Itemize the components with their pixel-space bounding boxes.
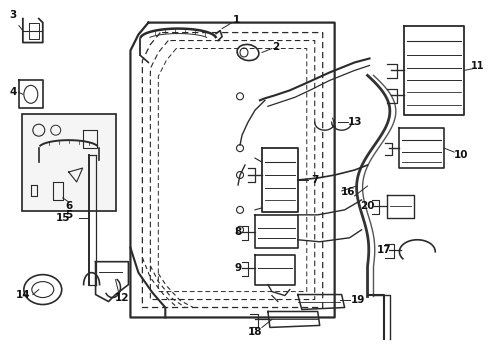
Circle shape	[236, 171, 243, 179]
Circle shape	[236, 206, 243, 213]
Text: 15: 15	[55, 213, 70, 223]
FancyBboxPatch shape	[22, 114, 116, 211]
Text: 6: 6	[65, 201, 72, 211]
Text: 13: 13	[346, 117, 361, 127]
Text: 2: 2	[272, 41, 279, 51]
Text: 3: 3	[9, 10, 17, 20]
Text: 8: 8	[234, 227, 241, 237]
Text: 4: 4	[9, 87, 17, 97]
Text: 16: 16	[340, 187, 354, 197]
Text: 1: 1	[232, 15, 239, 24]
Text: 14: 14	[16, 289, 30, 300]
Circle shape	[236, 93, 243, 100]
Text: 11: 11	[470, 62, 484, 71]
Circle shape	[236, 226, 243, 233]
Text: 18: 18	[247, 327, 262, 337]
Text: 5: 5	[65, 210, 72, 220]
Text: 17: 17	[376, 245, 391, 255]
Text: 9: 9	[234, 263, 241, 273]
Text: 7: 7	[310, 175, 318, 185]
Text: 19: 19	[350, 294, 364, 305]
Text: 20: 20	[360, 201, 374, 211]
Circle shape	[236, 145, 243, 152]
Text: 12: 12	[115, 293, 129, 302]
Text: 10: 10	[453, 150, 468, 160]
